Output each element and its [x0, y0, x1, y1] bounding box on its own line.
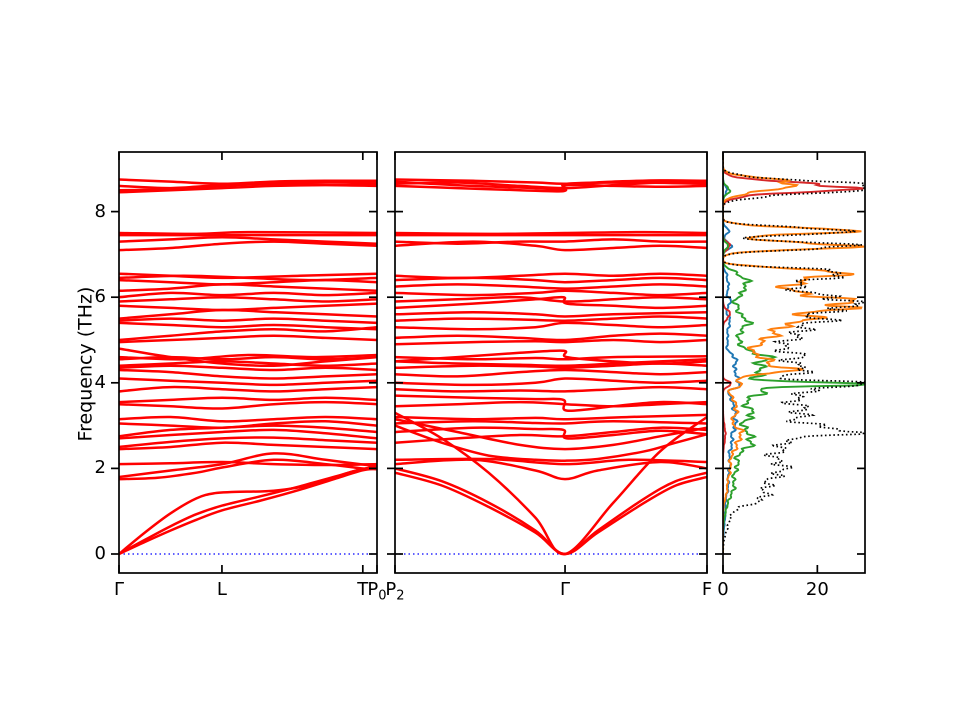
phonon-band: [119, 321, 377, 331]
phonon-band: [119, 236, 377, 245]
phonon-band: [119, 353, 377, 361]
pdos-orange: [723, 155, 865, 554]
phonon-band: [395, 238, 707, 245]
phonon-band: [395, 310, 707, 318]
phonon-band: [119, 178, 377, 186]
phonon-band: [119, 420, 377, 430]
phonon-band: [119, 291, 377, 299]
phonon-band: [395, 385, 707, 393]
phonon-band: [119, 460, 377, 467]
phonon-band: [119, 452, 377, 479]
phonon-band: [119, 415, 377, 423]
phonon-band: [395, 315, 707, 322]
phonon-band: [119, 385, 377, 393]
y-tick-label: 4: [94, 371, 106, 393]
phonon-band: [119, 180, 377, 190]
phonon-band: [119, 436, 377, 449]
phonon-band: [395, 349, 707, 365]
phonon-band: [395, 321, 707, 331]
pdos-red: [723, 155, 864, 554]
phonon-band: [395, 295, 707, 303]
dos-panel-frame: [722, 151, 866, 574]
phonon-band: [119, 428, 377, 440]
phonon-band: [119, 467, 377, 556]
pdos-green: [723, 155, 865, 554]
phonon-band: [395, 420, 707, 425]
phonon-band: [395, 332, 707, 342]
phonon-band: [395, 272, 707, 280]
phonon-band: [395, 180, 707, 190]
phonon-band: [395, 426, 707, 444]
band-segment-2-frame: [394, 151, 708, 574]
phonon-band: [395, 413, 707, 421]
phonon-band: [119, 283, 377, 293]
dos-panel: [723, 155, 865, 554]
phonon-band: [395, 289, 707, 297]
x-tick-label: P0: [367, 579, 387, 604]
phonon-band: [119, 465, 377, 556]
phonon-band: [395, 417, 707, 451]
phonon-band: [119, 325, 377, 342]
phonon-band: [119, 295, 377, 303]
phonon-band: [395, 377, 707, 387]
phonon-band: [119, 396, 377, 404]
x-tick-label: P2: [385, 579, 405, 604]
phonon-band: [119, 302, 377, 312]
phonon-band: [119, 334, 377, 344]
y-tick-label: 0: [94, 543, 106, 564]
phonon-band: [395, 338, 707, 346]
phonon-band: [395, 178, 707, 186]
phonon-band: [119, 368, 377, 380]
phonon-band: [119, 364, 377, 372]
band-segment-1: [119, 178, 377, 556]
y-axis-label: Frequency (THz): [74, 286, 97, 442]
phonon-band: [119, 308, 377, 320]
phonon-band: [119, 377, 377, 387]
phonon-band: [395, 457, 707, 466]
y-tick-label: 2: [94, 457, 106, 479]
phonon-band: [395, 394, 707, 413]
x-tick-label: Γ: [113, 579, 125, 600]
band-segment-1-frame: [118, 151, 378, 574]
total-dos: [723, 155, 865, 554]
phonon-band: [395, 424, 707, 462]
y-tick-label: 8: [94, 200, 106, 222]
x-tick-label: Γ: [560, 579, 571, 600]
phonon-band: [119, 466, 377, 556]
phonon-band: [119, 230, 377, 236]
phonon-band: [119, 347, 377, 368]
phonon-band: [119, 400, 377, 410]
phonon-band: [395, 368, 707, 378]
x-tick-label: 0: [717, 579, 729, 600]
phonon-band: [395, 358, 707, 367]
phonon-band: [119, 441, 377, 451]
phonon-band: [119, 360, 377, 367]
phonon-band: [395, 426, 707, 440]
phonon-band: [119, 240, 377, 252]
x-tick-label: T: [357, 579, 369, 600]
x-tick-label: F: [701, 579, 713, 600]
phonon-band: [395, 355, 707, 361]
phonon-band: [395, 283, 707, 290]
phonon-band: [395, 240, 707, 252]
phonon-band: [119, 272, 377, 280]
x-tick-label: L: [216, 579, 227, 600]
y-tick-label: 6: [94, 286, 106, 308]
x-tick-label: 20: [805, 579, 829, 600]
phonon-band: [395, 295, 707, 310]
phonon-band: [395, 411, 707, 556]
band-segment-2: [395, 178, 707, 556]
phonon-band: [395, 230, 707, 236]
phonon-band: [119, 317, 377, 325]
